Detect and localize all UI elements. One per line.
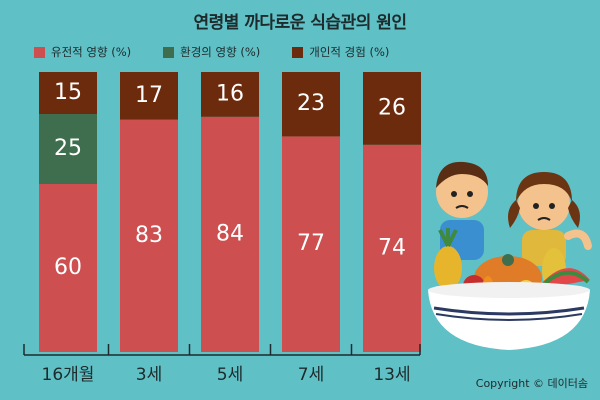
legend-label-genetic: 유전적 영향 (%) (51, 45, 132, 59)
legend-item-genetic: 유전적 영향 (%) (34, 44, 131, 60)
bar-segment (39, 114, 97, 184)
bar-segment (120, 119, 178, 352)
x-tick-label: 7세 (298, 365, 324, 385)
legend: 유전적 영향 (%) 환경의 영향 (%) 개인적 경험 (%) (34, 44, 600, 60)
data-label: 84 (216, 221, 244, 246)
data-label: 23 (297, 91, 325, 116)
boy-figure (436, 161, 488, 260)
bar-segment (201, 72, 259, 117)
legend-swatch-genetic (34, 46, 45, 58)
chart-title: 연령별 까다로운 식습관의 원인 (193, 13, 407, 33)
data-label: 25 (54, 136, 82, 161)
bar-segment (39, 184, 97, 352)
bowl (428, 282, 590, 350)
data-label: 17 (135, 83, 163, 108)
data-label: 26 (378, 95, 406, 120)
legend-swatch-personal (292, 46, 304, 58)
kids-fruit-bowl-illustration (428, 161, 592, 350)
bar-segment (201, 116, 259, 352)
x-tick-label: 13세 (373, 365, 410, 385)
data-label: 15 (54, 80, 82, 105)
legend-item-personal: 개인적 경험 (%) (292, 44, 389, 60)
bar-segment (363, 72, 421, 145)
girl-figure (508, 172, 592, 266)
data-label: 16 (216, 81, 244, 106)
legend-swatch-environment (163, 46, 175, 58)
bar-segment (120, 72, 178, 120)
bar-segment (282, 72, 340, 137)
data-label: 60 (54, 255, 82, 280)
legend-label-personal: 개인적 경험 (%) (309, 45, 390, 59)
legend-item-environment: 환경의 영향 (%) (163, 44, 260, 60)
bar-segment (39, 72, 97, 114)
bar-segment (282, 136, 340, 352)
copyright-text: Copyright © 데이터솜 (475, 377, 588, 390)
legend-label-environment: 환경의 영향 (%) (180, 45, 261, 59)
bar-segment (363, 144, 421, 352)
data-label: 83 (135, 223, 163, 248)
x-tick-label: 5세 (217, 365, 243, 385)
x-tick-label: 16개월 (42, 365, 95, 385)
data-label: 74 (378, 235, 406, 260)
x-tick-label: 3세 (136, 365, 162, 385)
data-label: 77 (297, 231, 325, 256)
